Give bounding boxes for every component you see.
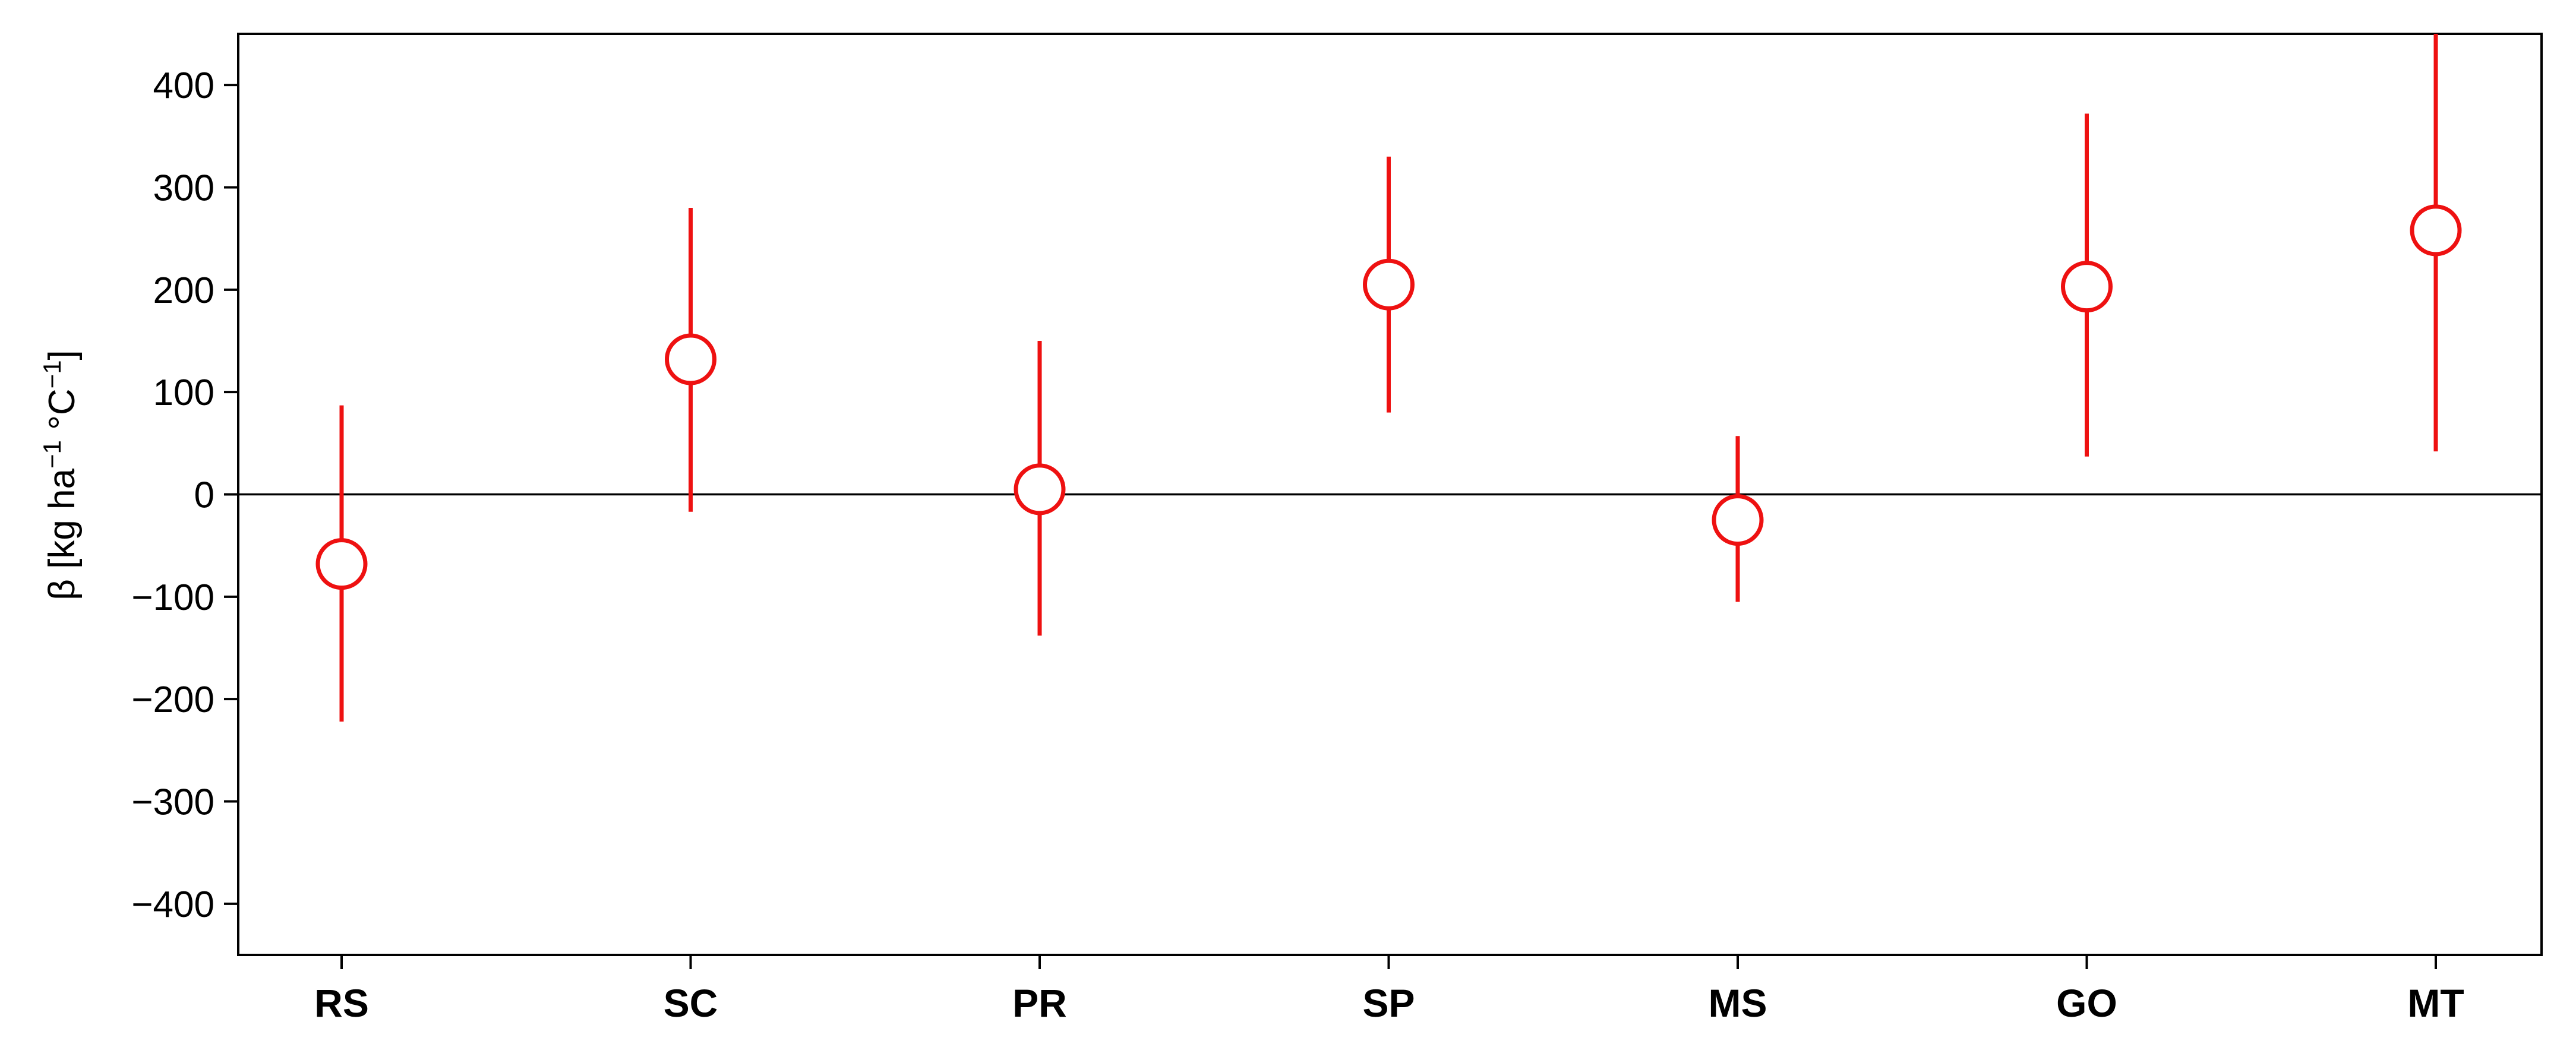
x-tick-label-rs: RS: [314, 981, 369, 1025]
x-tick-label-pr: PR: [1012, 981, 1067, 1025]
y-tick-label: −300: [131, 782, 214, 823]
y-tick-label: 200: [153, 270, 214, 311]
y-axis-ticks: −400 −300 −200 −100 0 100 200 300 400: [131, 65, 238, 925]
y-axis-label-prefix: β [kg ha: [42, 469, 83, 600]
data-point-mt: [2410, 204, 2462, 257]
y-tick-label: 0: [194, 475, 214, 516]
y-tick-label: −400: [131, 884, 214, 925]
data-points: [315, 204, 2462, 590]
data-point-sc: [665, 333, 716, 385]
x-tick-label-sp: SP: [1362, 981, 1415, 1025]
y-tick-label: −100: [131, 577, 214, 618]
x-tick-label-mt: MT: [2407, 981, 2464, 1025]
x-tick-label-ms: MS: [1709, 981, 1767, 1025]
y-tick-label: 100: [153, 372, 214, 413]
x-tick-label-go: GO: [2056, 981, 2117, 1025]
y-axis-label-suffix: ]: [42, 350, 83, 360]
data-point-pr: [1014, 463, 1066, 515]
data-point-rs: [315, 538, 368, 590]
y-axis-label: β [kg ha−1 °C−1]: [38, 350, 83, 600]
y-tick-label: 400: [153, 65, 214, 106]
y-axis-label-sup2: −1: [38, 360, 66, 388]
y-axis-label-middle: °C: [42, 388, 83, 440]
y-tick-label: −200: [131, 679, 214, 720]
data-point-ms: [1712, 494, 1764, 546]
data-point-go: [2061, 261, 2113, 313]
data-point-sp: [1363, 258, 1415, 311]
x-axis-ticks: RS SC PR SP MS GO MT: [314, 955, 2464, 1025]
y-tick-label: 300: [153, 168, 214, 209]
x-tick-label-sc: SC: [664, 981, 718, 1025]
y-axis-label-sup1: −1: [38, 440, 66, 469]
